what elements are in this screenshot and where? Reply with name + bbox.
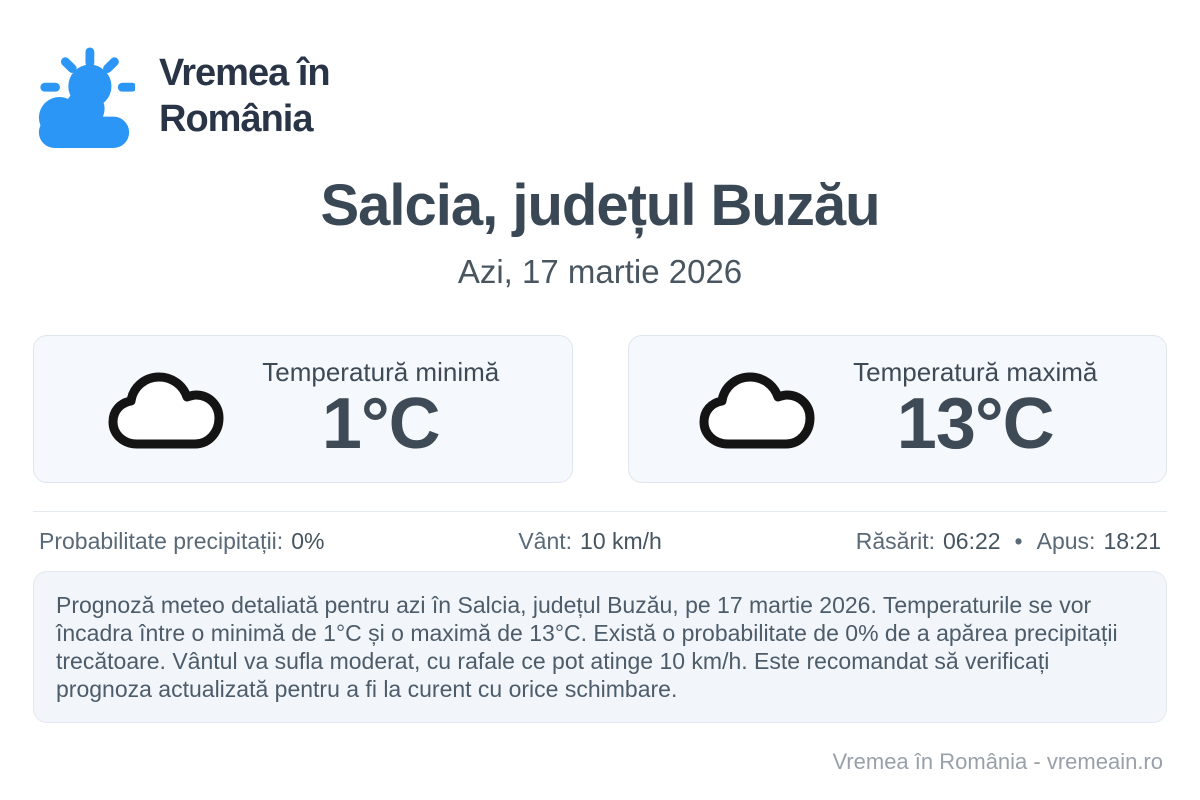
site-logo-text: Vremea în România <box>159 51 331 142</box>
forecast-summary: Prognoză meteo detaliată pentru azi în S… <box>33 571 1167 723</box>
precipitation-label: Probabilitate precipitații: <box>39 528 284 554</box>
max-temperature-text: Temperatură maximă 13°C <box>853 357 1097 461</box>
footer-credit: Vremea în România - vremeain.ro <box>832 749 1163 774</box>
min-temperature-card: Temperatură minimă 1°C <box>33 335 573 483</box>
temperature-cards: Temperatură minimă 1°C Temperatură maxim… <box>33 335 1167 483</box>
stat-wind: Vânt: 10 km/h <box>518 528 662 555</box>
stats-row: Probabilitate precipitații: 0% Vânt: 10 … <box>33 512 1167 555</box>
min-temperature-value: 1°C <box>321 383 441 464</box>
sun-cloud-icon <box>38 47 135 148</box>
max-temperature-value: 13°C <box>896 383 1055 464</box>
stats-divider <box>33 511 1167 512</box>
page-title: Salcia, județul Buzău <box>320 173 880 238</box>
precipitation-value: 0% <box>291 528 325 554</box>
sunrise-label: Răsărit: <box>855 528 935 554</box>
site-logo[interactable]: Vremea în România <box>33 46 1167 148</box>
date-subtitle: Azi, 17 martie 2026 <box>457 253 743 290</box>
logo-line-1: Vremea în <box>159 52 331 95</box>
sunrise-value: 06:22 <box>942 528 1001 554</box>
min-temperature-text: Temperatură minimă 1°C <box>262 357 499 461</box>
cloud-icon <box>108 372 224 449</box>
max-temperature-label: Temperatură maximă <box>853 356 1098 387</box>
sunset-value: 18:21 <box>1103 528 1161 554</box>
bullet-separator: • <box>1014 528 1023 554</box>
max-temperature-card: Temperatură maximă 13°C <box>627 335 1167 483</box>
min-temperature-label: Temperatură minimă <box>262 356 500 387</box>
logo-line-2: România <box>159 98 313 140</box>
wind-value: 10 km/h <box>580 528 662 554</box>
wind-label: Vânt: <box>518 528 573 554</box>
sunset-label: Apus: <box>1036 528 1096 554</box>
stat-sun-times: Răsărit: 06:22 • Apus: 18:21 <box>856 528 1161 555</box>
cloud-icon <box>699 372 815 449</box>
stat-precipitation: Probabilitate precipitații: 0% <box>39 528 324 555</box>
